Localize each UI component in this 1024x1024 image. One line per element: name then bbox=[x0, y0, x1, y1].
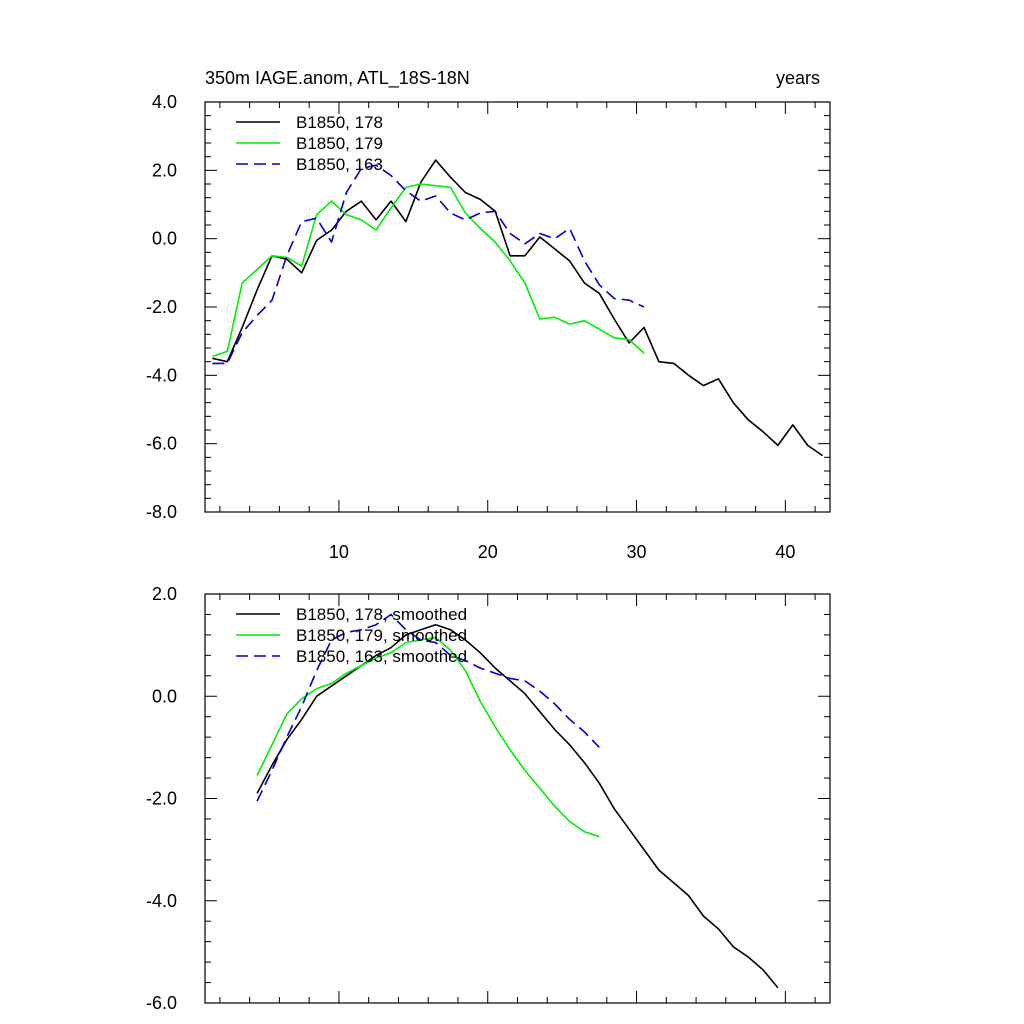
series-line-3 bbox=[212, 164, 645, 365]
y-tick-label: -8.0 bbox=[146, 502, 177, 522]
legend-label: B1850, 179, smoothed bbox=[296, 626, 467, 645]
chart-units-label: years bbox=[776, 68, 820, 88]
plot-panel-2: -6.0 -4.0 -2.0 0.0 2.0 B1850, 178, smoothed B1… bbox=[146, 584, 831, 1013]
series-line-2 bbox=[212, 183, 645, 358]
y-tick-label: 0.0 bbox=[152, 686, 177, 706]
y-tick-label: -2.0 bbox=[146, 789, 177, 809]
legend-label: B1850, 163, smoothed bbox=[296, 647, 467, 666]
y-tick-label: -2.0 bbox=[146, 297, 177, 317]
series-line-3 bbox=[256, 613, 600, 802]
legend-label: B1850, 178, smoothed bbox=[296, 605, 467, 624]
x-tick-label: 10 bbox=[329, 542, 349, 562]
legend-label: B1850, 163 bbox=[296, 155, 383, 174]
y-tick-label: 2.0 bbox=[152, 584, 177, 604]
y-tick-label: -6.0 bbox=[146, 993, 177, 1013]
y-tick-label: 4.0 bbox=[152, 92, 177, 112]
x-tick-label: 20 bbox=[478, 542, 498, 562]
legend-label: B1850, 178 bbox=[296, 113, 383, 132]
series-line-1 bbox=[256, 623, 779, 989]
y-tick-label: 0.0 bbox=[152, 229, 177, 249]
y-tick-label: -6.0 bbox=[146, 434, 177, 454]
x-tick-label: 40 bbox=[775, 542, 795, 562]
plot-panel-1: 350m IAGE.anom, ATL_18S-18N years -8.0 -6.0… bbox=[146, 68, 831, 562]
x-tick-label: 30 bbox=[627, 542, 647, 562]
y-tick-label: 2.0 bbox=[152, 160, 177, 180]
series-line-1 bbox=[212, 159, 824, 457]
series-line-2 bbox=[256, 636, 600, 838]
chart-title: 350m IAGE.anom, ATL_18S-18N bbox=[205, 68, 470, 89]
legend-label: B1850, 179 bbox=[296, 134, 383, 153]
y-tick-label: -4.0 bbox=[146, 365, 177, 385]
y-tick-label: -4.0 bbox=[146, 891, 177, 911]
